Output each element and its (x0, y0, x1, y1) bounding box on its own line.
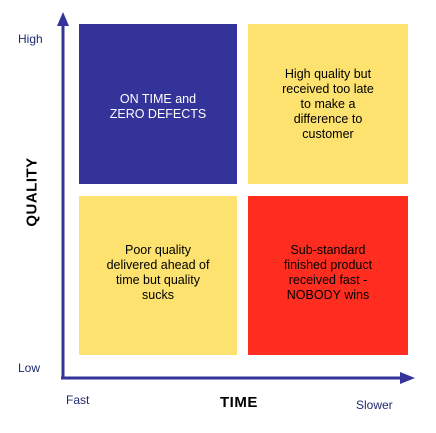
x-axis-fast-label: Fast (66, 393, 90, 407)
quadrant-high-quality-late: High quality but received too late to ma… (248, 24, 408, 184)
x-axis-arrow-icon (400, 372, 415, 384)
y-axis-arrow-icon (57, 12, 69, 26)
x-axis (61, 372, 415, 384)
quadrant-on-time-zero-defects: ON TIME and ZERO DEFECTS (79, 24, 237, 184)
x-axis-slower-label: Slower (356, 398, 393, 412)
y-axis (57, 12, 69, 378)
y-axis-high-label: High (18, 32, 43, 46)
quadrant-substandard-fast: Sub-standard finished product received f… (248, 196, 408, 355)
x-axis-title: TIME (220, 394, 258, 411)
quadrant-poor-quality-early: Poor quality delivered ahead of time but… (79, 196, 237, 355)
y-axis-title: QUALITY (23, 157, 41, 227)
y-axis-low-label: Low (18, 361, 41, 375)
